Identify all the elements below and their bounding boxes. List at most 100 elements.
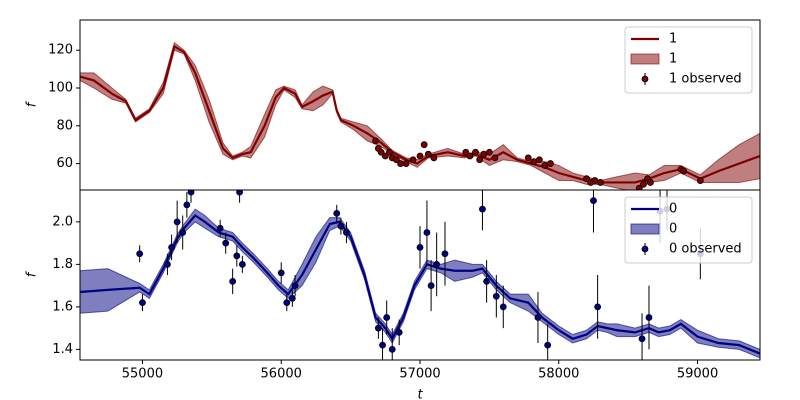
observed-point [480,150,488,158]
observed-point [483,277,491,285]
observed-point [472,148,479,156]
observed-point [479,205,486,213]
observed-point [168,243,175,251]
legend-label: 0 observed [669,242,742,257]
legend-label: 0 [669,202,677,217]
x-tick-label: 58000 [538,367,579,382]
observed-point [173,218,181,226]
observed-point [466,152,474,160]
observed-point [283,299,291,307]
observed-point [379,341,386,349]
observed-point [179,229,187,236]
legend-patch [630,53,660,65]
observed-point [427,282,435,290]
observed-point [383,314,391,321]
observed-point [530,158,538,166]
observed-point [424,150,432,158]
observed-point [381,152,389,160]
observed-point [492,292,500,300]
observed-point [535,156,543,164]
observed-point [238,260,246,268]
observed-point [139,299,146,307]
observed-point [372,137,379,145]
observed-point [541,162,549,169]
legend-marker [641,245,649,253]
observed-point [640,180,647,188]
observed-point [233,252,241,260]
observed-point [222,239,230,247]
x-tick-label: 56000 [261,367,302,382]
observed-point [416,243,424,251]
observed-point [645,314,653,321]
legend-box [624,26,753,94]
observed-point [291,282,299,290]
observed-point [136,250,144,258]
legend-label: 1 [669,32,677,47]
y-tick-label: 100 [48,81,73,96]
x-tick-label: 57000 [399,367,440,382]
observed-point [288,294,296,302]
legend-marker [641,75,649,83]
observed-point [374,324,382,332]
observed-point [597,179,604,186]
x-tick-label: 55000 [122,367,163,382]
legend-box [624,196,753,264]
observed-point [277,269,285,277]
observed-point [680,167,688,175]
observed-point [337,222,345,230]
x-axis-label: t [417,388,423,400]
observed-point [433,260,441,268]
observed-point [402,160,410,167]
observed-point [544,341,552,349]
legend-label: 1 observed [669,72,742,87]
observed-point [216,224,224,232]
observed-point [485,148,493,156]
legend-label: 0 [669,222,677,237]
y-tick-label: 1.6 [52,299,73,314]
observed-point [696,177,704,184]
observed-point [646,179,654,186]
observed-point [499,303,507,311]
observed-point [594,303,602,311]
y-tick-label: 1.4 [52,342,73,357]
observed-point [638,335,646,343]
observed-point [462,148,470,156]
observed-point [491,154,499,162]
observed-point [416,152,424,160]
legend-label: 1 [669,52,677,67]
observed-point [395,328,403,336]
observed-point [388,345,396,353]
y-tick-label: 2.0 [52,214,73,229]
observed-point [409,156,417,164]
observed-point [393,156,400,164]
y-tick-label: 120 [48,43,73,58]
observed-point [377,148,385,156]
y-tick-label: 60 [56,156,73,171]
y-axis-label: f [25,270,40,277]
observed-point [420,141,428,149]
mean-line [80,44,760,184]
plot-area [80,41,760,190]
observed-point [386,148,393,156]
y-axis-label: f [25,100,40,107]
observed-point [441,250,449,258]
observed-point [164,260,171,268]
observed-point [547,160,554,167]
observed-point [583,175,590,183]
observed-point [534,314,542,321]
y-tick-label: 1.8 [52,257,73,272]
x-tick-label: 59000 [677,367,718,382]
observed-point [524,154,532,162]
y-tick-label: 80 [56,118,73,133]
observed-point [183,201,191,209]
observed-point [236,190,243,196]
observed-point [590,197,597,205]
observed-point [423,229,431,236]
observed-point [397,160,404,167]
confidence-band [80,208,760,359]
observed-point [187,190,195,196]
observed-point [476,156,484,164]
observed-point [333,209,341,217]
observed-point [430,154,438,162]
